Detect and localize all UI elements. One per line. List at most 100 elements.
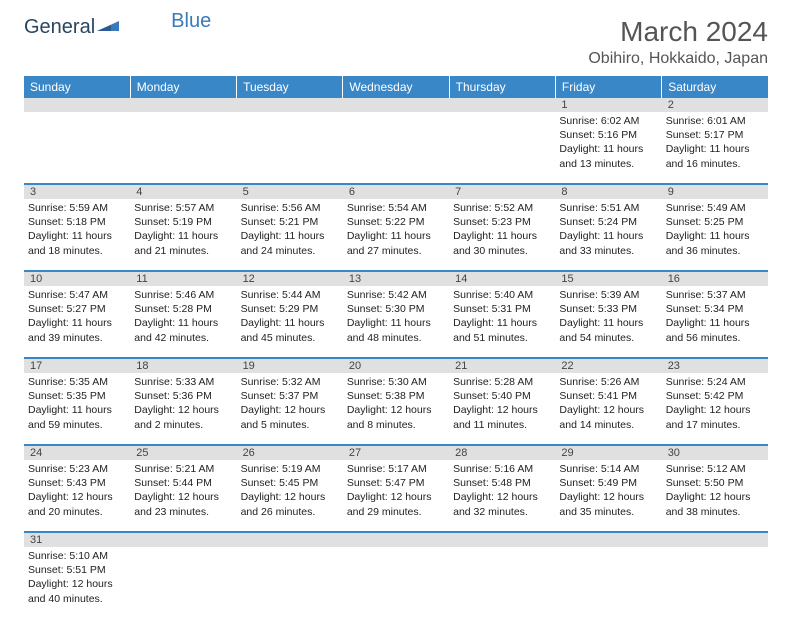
day-cell: Sunrise: 5:19 AMSunset: 5:45 PMDaylight:…: [237, 460, 343, 532]
day-number-cell: 21: [449, 358, 555, 373]
day-number-cell: 18: [130, 358, 236, 373]
day-cell: [237, 112, 343, 184]
day-number-cell: 16: [662, 271, 768, 286]
weekday-header: Thursday: [449, 76, 555, 98]
day-number-cell: 9: [662, 184, 768, 199]
day-number-cell: 6: [343, 184, 449, 199]
day-cell: Sunrise: 5:54 AMSunset: 5:22 PMDaylight:…: [343, 199, 449, 271]
day-cell: Sunrise: 5:44 AMSunset: 5:29 PMDaylight:…: [237, 286, 343, 358]
day-cell: Sunrise: 5:56 AMSunset: 5:21 PMDaylight:…: [237, 199, 343, 271]
day-cell: [237, 547, 343, 619]
day-cell: Sunrise: 5:10 AMSunset: 5:51 PMDaylight:…: [24, 547, 130, 619]
day-number-cell: 7: [449, 184, 555, 199]
day-details: Sunrise: 5:30 AMSunset: 5:38 PMDaylight:…: [347, 375, 445, 432]
weekday-header: Saturday: [662, 76, 768, 98]
day-details: Sunrise: 5:10 AMSunset: 5:51 PMDaylight:…: [28, 549, 126, 606]
day-details: Sunrise: 6:01 AMSunset: 5:17 PMDaylight:…: [666, 114, 764, 171]
day-cell: Sunrise: 5:49 AMSunset: 5:25 PMDaylight:…: [662, 199, 768, 271]
day-number-cell: 4: [130, 184, 236, 199]
day-content-row: Sunrise: 5:59 AMSunset: 5:18 PMDaylight:…: [24, 199, 768, 271]
day-number-cell: 25: [130, 445, 236, 460]
day-cell: Sunrise: 5:42 AMSunset: 5:30 PMDaylight:…: [343, 286, 449, 358]
day-details: Sunrise: 5:51 AMSunset: 5:24 PMDaylight:…: [559, 201, 657, 258]
day-details: Sunrise: 5:42 AMSunset: 5:30 PMDaylight:…: [347, 288, 445, 345]
day-number-cell: 23: [662, 358, 768, 373]
day-cell: Sunrise: 5:26 AMSunset: 5:41 PMDaylight:…: [555, 373, 661, 445]
day-details: Sunrise: 5:57 AMSunset: 5:19 PMDaylight:…: [134, 201, 232, 258]
day-number-cell: 8: [555, 184, 661, 199]
day-cell: Sunrise: 5:57 AMSunset: 5:19 PMDaylight:…: [130, 199, 236, 271]
day-details: Sunrise: 5:21 AMSunset: 5:44 PMDaylight:…: [134, 462, 232, 519]
day-number-cell: 28: [449, 445, 555, 460]
day-number-cell: [130, 532, 236, 547]
day-content-row: Sunrise: 5:10 AMSunset: 5:51 PMDaylight:…: [24, 547, 768, 619]
day-number-cell: 11: [130, 271, 236, 286]
day-details: Sunrise: 5:37 AMSunset: 5:34 PMDaylight:…: [666, 288, 764, 345]
day-number-cell: 1: [555, 98, 661, 112]
day-cell: Sunrise: 5:51 AMSunset: 5:24 PMDaylight:…: [555, 199, 661, 271]
day-details: Sunrise: 5:16 AMSunset: 5:48 PMDaylight:…: [453, 462, 551, 519]
day-details: Sunrise: 5:54 AMSunset: 5:22 PMDaylight:…: [347, 201, 445, 258]
brand-text-2: Blue: [171, 10, 211, 33]
day-cell: Sunrise: 5:40 AMSunset: 5:31 PMDaylight:…: [449, 286, 555, 358]
day-cell: [130, 547, 236, 619]
day-cell: [555, 547, 661, 619]
day-number-cell: 3: [24, 184, 130, 199]
day-number-row: 12: [24, 98, 768, 112]
day-details: Sunrise: 5:19 AMSunset: 5:45 PMDaylight:…: [241, 462, 339, 519]
month-title: March 2024: [588, 16, 768, 48]
weekday-header: Monday: [130, 76, 236, 98]
day-cell: [343, 547, 449, 619]
day-number-cell: [24, 98, 130, 112]
day-number-cell: 15: [555, 271, 661, 286]
page-header: General Blue March 2024 Obihiro, Hokkaid…: [24, 16, 768, 68]
day-details: Sunrise: 5:52 AMSunset: 5:23 PMDaylight:…: [453, 201, 551, 258]
day-number-row: 17181920212223: [24, 358, 768, 373]
day-details: Sunrise: 5:12 AMSunset: 5:50 PMDaylight:…: [666, 462, 764, 519]
day-details: Sunrise: 5:23 AMSunset: 5:43 PMDaylight:…: [28, 462, 126, 519]
day-number-cell: 19: [237, 358, 343, 373]
day-cell: Sunrise: 5:21 AMSunset: 5:44 PMDaylight:…: [130, 460, 236, 532]
day-cell: Sunrise: 5:47 AMSunset: 5:27 PMDaylight:…: [24, 286, 130, 358]
day-number-row: 24252627282930: [24, 445, 768, 460]
calendar-table: SundayMondayTuesdayWednesdayThursdayFrid…: [24, 76, 768, 619]
day-cell: Sunrise: 5:17 AMSunset: 5:47 PMDaylight:…: [343, 460, 449, 532]
day-number-cell: 2: [662, 98, 768, 112]
day-number-cell: 5: [237, 184, 343, 199]
day-details: Sunrise: 5:32 AMSunset: 5:37 PMDaylight:…: [241, 375, 339, 432]
day-details: Sunrise: 5:59 AMSunset: 5:18 PMDaylight:…: [28, 201, 126, 258]
day-number-row: 10111213141516: [24, 271, 768, 286]
day-details: Sunrise: 5:39 AMSunset: 5:33 PMDaylight:…: [559, 288, 657, 345]
day-cell: Sunrise: 5:32 AMSunset: 5:37 PMDaylight:…: [237, 373, 343, 445]
day-number-cell: [130, 98, 236, 112]
day-details: Sunrise: 5:26 AMSunset: 5:41 PMDaylight:…: [559, 375, 657, 432]
weekday-header-row: SundayMondayTuesdayWednesdayThursdayFrid…: [24, 76, 768, 98]
day-details: Sunrise: 5:56 AMSunset: 5:21 PMDaylight:…: [241, 201, 339, 258]
day-details: Sunrise: 5:35 AMSunset: 5:35 PMDaylight:…: [28, 375, 126, 432]
day-details: Sunrise: 5:44 AMSunset: 5:29 PMDaylight:…: [241, 288, 339, 345]
day-number-cell: 24: [24, 445, 130, 460]
day-cell: Sunrise: 5:28 AMSunset: 5:40 PMDaylight:…: [449, 373, 555, 445]
day-number-cell: 27: [343, 445, 449, 460]
day-number-cell: 29: [555, 445, 661, 460]
location-subtitle: Obihiro, Hokkaido, Japan: [588, 50, 768, 68]
day-number-cell: [449, 98, 555, 112]
day-cell: [449, 547, 555, 619]
day-details: Sunrise: 5:49 AMSunset: 5:25 PMDaylight:…: [666, 201, 764, 258]
day-cell: Sunrise: 5:52 AMSunset: 5:23 PMDaylight:…: [449, 199, 555, 271]
day-cell: Sunrise: 6:01 AMSunset: 5:17 PMDaylight:…: [662, 112, 768, 184]
day-number-cell: [237, 532, 343, 547]
weekday-header: Sunday: [24, 76, 130, 98]
day-number-cell: 22: [555, 358, 661, 373]
brand-logo: General Blue: [24, 16, 211, 39]
day-number-row: 3456789: [24, 184, 768, 199]
title-block: March 2024 Obihiro, Hokkaido, Japan: [588, 16, 768, 68]
day-number-cell: [449, 532, 555, 547]
day-cell: [662, 547, 768, 619]
day-number-cell: 13: [343, 271, 449, 286]
day-details: Sunrise: 5:40 AMSunset: 5:31 PMDaylight:…: [453, 288, 551, 345]
day-content-row: Sunrise: 6:02 AMSunset: 5:16 PMDaylight:…: [24, 112, 768, 184]
day-cell: Sunrise: 5:46 AMSunset: 5:28 PMDaylight:…: [130, 286, 236, 358]
day-cell: Sunrise: 5:39 AMSunset: 5:33 PMDaylight:…: [555, 286, 661, 358]
day-cell: Sunrise: 5:35 AMSunset: 5:35 PMDaylight:…: [24, 373, 130, 445]
